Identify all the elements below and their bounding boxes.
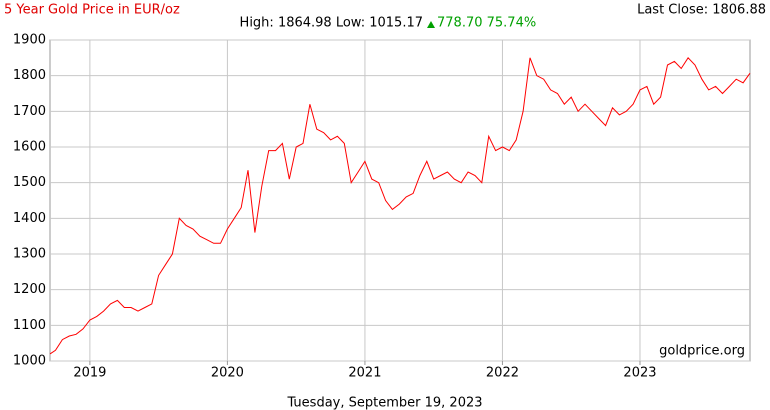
x-tick-label: 2019 bbox=[73, 366, 106, 381]
price-line bbox=[49, 56, 751, 355]
y-tick-label: 1200 bbox=[13, 282, 46, 297]
y-tick-label: 1400 bbox=[13, 211, 46, 226]
y-tick-label: 1100 bbox=[13, 318, 46, 333]
y-tick-label: 1600 bbox=[13, 140, 46, 155]
y-tick-label: 1700 bbox=[13, 104, 46, 119]
plot-frame bbox=[49, 39, 751, 362]
chart-title: 5 Year Gold Price in EUR/oz bbox=[4, 3, 180, 18]
up-arrow bbox=[427, 21, 435, 28]
x-tick-label: 2023 bbox=[623, 366, 656, 381]
x-tick-label: 2022 bbox=[486, 366, 519, 381]
y-tick-label: 1300 bbox=[13, 247, 46, 262]
y-tick-label: 1800 bbox=[13, 68, 46, 83]
x-tick-label: 2020 bbox=[211, 366, 244, 381]
x-tick-label: 2021 bbox=[348, 366, 381, 381]
change: 778.70 75.74% bbox=[437, 16, 536, 31]
date: Tuesday, September 19, 2023 bbox=[286, 396, 482, 410]
high-low: High: 1864.98 Low: 1015.17 bbox=[240, 16, 423, 31]
last-close: Last Close: 1806.88 bbox=[637, 3, 766, 18]
y-tick-label: 1900 bbox=[13, 33, 46, 48]
y-tick-label: 1000 bbox=[13, 354, 46, 369]
watermark: goldprice.org bbox=[659, 344, 745, 359]
y-tick-label: 1500 bbox=[13, 175, 46, 190]
